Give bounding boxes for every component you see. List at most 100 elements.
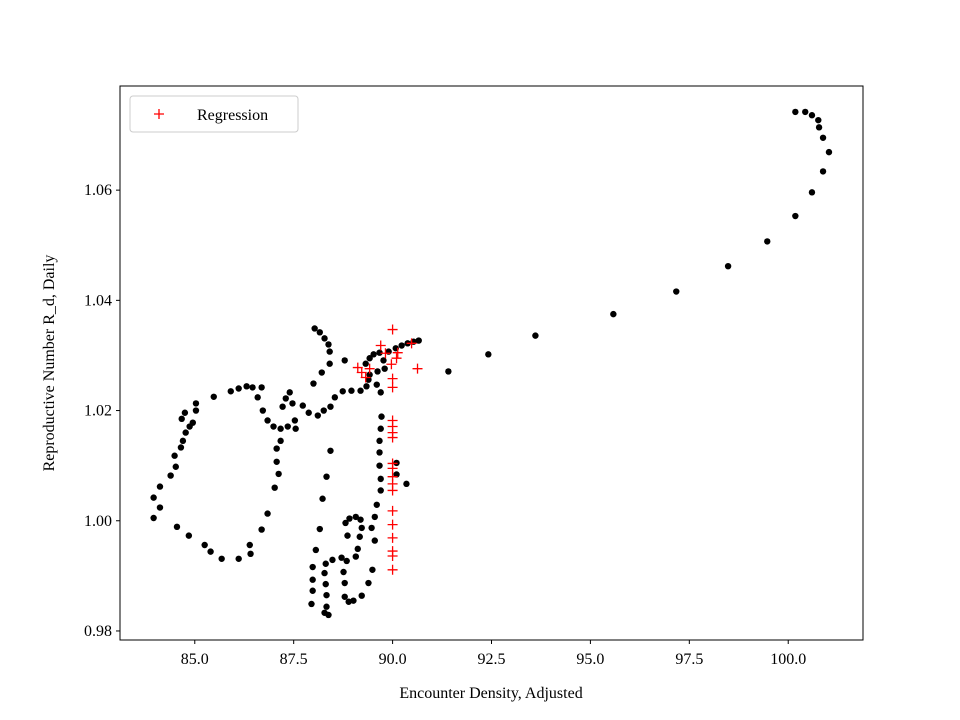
point <box>381 365 388 372</box>
point <box>342 519 349 527</box>
point <box>150 514 157 522</box>
point <box>192 400 200 407</box>
x-tick-label: 97.5 <box>675 651 703 668</box>
point <box>318 369 325 376</box>
point <box>309 576 316 583</box>
point <box>346 515 353 522</box>
point <box>377 475 384 483</box>
point <box>532 332 539 339</box>
point <box>415 337 422 344</box>
point <box>792 212 799 220</box>
point <box>610 310 617 318</box>
point <box>808 112 816 119</box>
point <box>368 524 375 532</box>
point <box>150 494 157 501</box>
point <box>341 579 348 587</box>
point <box>387 382 398 393</box>
point <box>326 348 333 355</box>
point <box>311 325 318 332</box>
point <box>360 372 371 383</box>
point <box>321 609 328 616</box>
point <box>323 591 330 599</box>
point <box>376 437 383 445</box>
point <box>387 519 398 530</box>
point <box>373 501 380 508</box>
point <box>289 400 296 407</box>
point <box>329 556 336 564</box>
point <box>348 387 355 394</box>
point <box>314 412 322 419</box>
point <box>316 329 323 336</box>
x-tick-label: 92.5 <box>478 651 506 668</box>
point <box>764 238 771 245</box>
point <box>365 579 372 587</box>
point <box>249 384 256 391</box>
point <box>277 437 284 445</box>
point <box>235 385 242 392</box>
point <box>305 409 312 416</box>
point <box>376 462 383 469</box>
point <box>403 480 410 488</box>
point <box>316 525 323 533</box>
point <box>377 389 384 396</box>
legend-marker <box>154 109 164 119</box>
point <box>380 357 387 364</box>
point <box>156 483 164 490</box>
point <box>341 593 348 600</box>
point <box>258 526 265 533</box>
point <box>378 413 385 420</box>
point <box>357 387 364 394</box>
point <box>352 513 359 521</box>
point <box>357 516 364 523</box>
point <box>258 384 265 391</box>
point <box>321 569 328 577</box>
point <box>815 116 822 124</box>
point <box>189 419 196 426</box>
point <box>192 407 200 414</box>
x-tick-label: 87.5 <box>280 651 308 668</box>
point <box>156 504 164 511</box>
point <box>406 338 417 349</box>
point <box>412 363 423 374</box>
x-tick-label: 90.0 <box>379 651 407 668</box>
point <box>392 347 403 358</box>
point <box>808 189 816 196</box>
point <box>181 409 189 416</box>
legend-box <box>129 95 299 133</box>
point <box>445 368 452 375</box>
point <box>173 523 181 531</box>
point <box>275 470 282 478</box>
point <box>284 423 291 430</box>
point <box>277 425 284 432</box>
point <box>270 423 277 430</box>
y-tick-label: 0.98 <box>84 623 112 640</box>
point <box>386 359 397 370</box>
point <box>320 407 327 414</box>
point <box>376 449 383 456</box>
x-tick-label: 95.0 <box>576 651 604 668</box>
point <box>343 557 350 565</box>
x-axis-label: Encounter Density, Adjusted <box>399 685 582 702</box>
point <box>387 485 398 496</box>
point <box>352 553 359 560</box>
point <box>264 417 271 424</box>
point <box>282 395 289 402</box>
point <box>292 425 299 432</box>
point <box>309 563 316 571</box>
point <box>273 445 280 452</box>
point <box>371 513 378 521</box>
point <box>802 108 809 116</box>
point <box>344 532 351 539</box>
point <box>374 368 381 375</box>
point <box>354 545 361 553</box>
point <box>339 388 346 395</box>
point <box>387 324 398 335</box>
point <box>323 473 330 480</box>
point <box>227 388 234 395</box>
point <box>364 363 375 374</box>
point <box>172 463 179 470</box>
point <box>299 402 306 409</box>
point <box>309 587 316 594</box>
point <box>366 355 373 362</box>
